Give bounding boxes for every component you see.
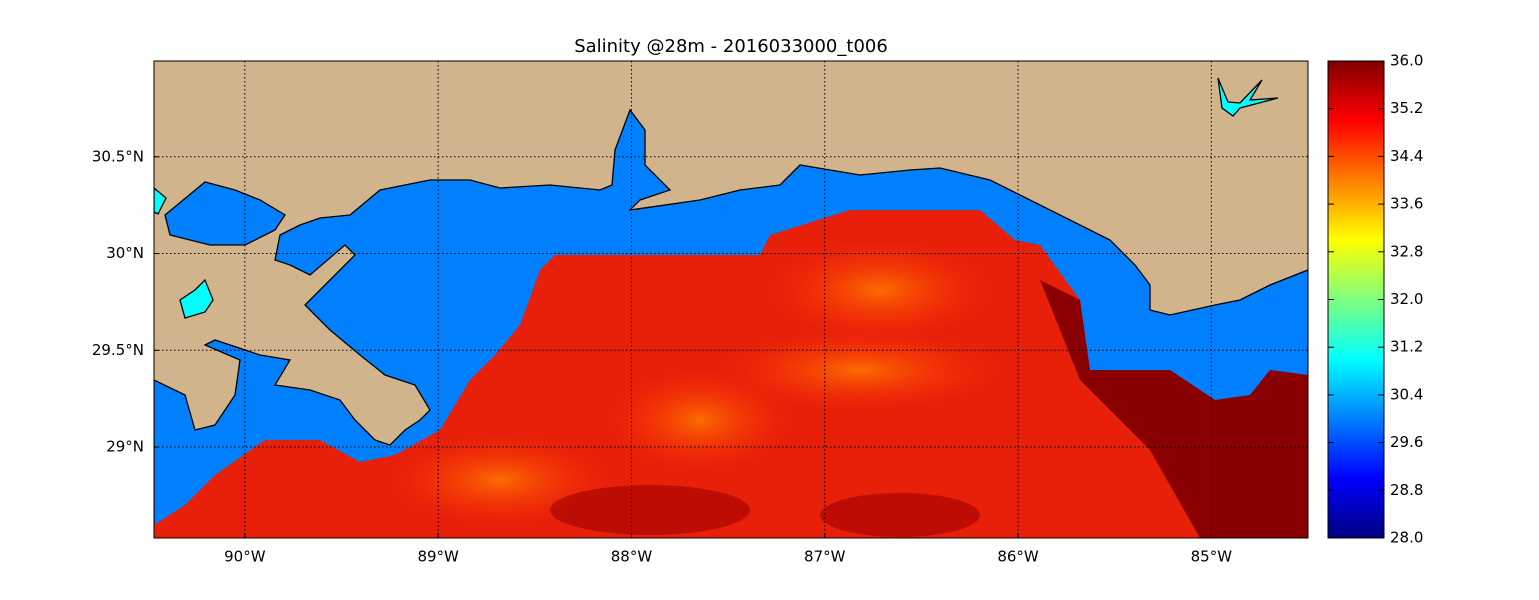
colorbar-tick-label: 30.4: [1390, 385, 1423, 403]
map-title: Salinity @28m - 2016033000_t006: [574, 36, 888, 57]
colorbar: [1327, 60, 1385, 539]
colorbar-tick-label: 33.6: [1390, 195, 1423, 213]
colorbar-tick-label: 36.0: [1390, 52, 1423, 70]
salinity-patch: [820, 493, 980, 537]
salinity-patch: [770, 240, 990, 340]
colorbar-tick-label: 28.0: [1390, 529, 1423, 547]
map-frame: [153, 60, 1309, 539]
colorbar-tick-label: 32.8: [1390, 242, 1423, 260]
colorbar-tick-label: 32.0: [1390, 290, 1423, 308]
y-tick-label: 29°N: [106, 438, 144, 456]
x-tick-label: 86°W: [997, 548, 1039, 566]
colorbar-tick-label: 35.2: [1390, 99, 1423, 117]
y-tick-label: 30°N: [106, 244, 144, 262]
lake: [154, 187, 167, 215]
map-area: [154, 61, 1308, 538]
colorbar-tick-label: 28.8: [1390, 481, 1423, 499]
colorbar-tick-label: 34.4: [1390, 147, 1423, 165]
y-tick-label: 29.5°N: [92, 341, 144, 359]
salinity-patch: [610, 370, 790, 470]
lake: [1217, 77, 1279, 117]
x-tick-label: 87°W: [804, 548, 846, 566]
colorbar-tick-label: 29.6: [1390, 433, 1423, 451]
x-tick-label: 85°W: [1191, 548, 1233, 566]
colorbar-tick-label: 31.2: [1390, 338, 1423, 356]
salinity-patch: [550, 485, 750, 535]
x-tick-label: 88°W: [611, 548, 653, 566]
x-tick-label: 90°W: [224, 548, 266, 566]
x-tick-label: 89°W: [417, 548, 459, 566]
lake: [179, 278, 214, 319]
y-tick-label: 30.5°N: [92, 147, 144, 165]
salinity-field-high: [1040, 280, 1308, 538]
grid: [154, 61, 1308, 538]
lake: [164, 181, 286, 246]
